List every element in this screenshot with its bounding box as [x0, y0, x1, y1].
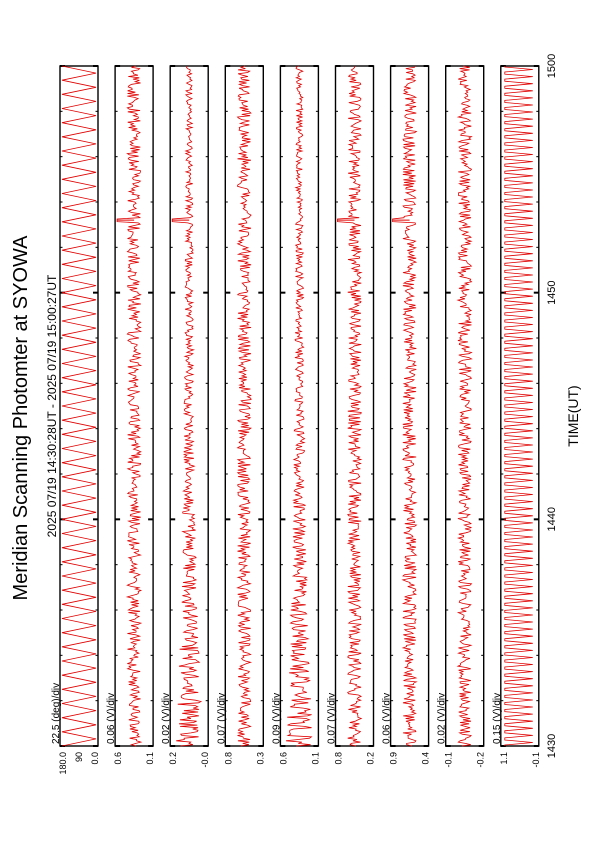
- panel-frame: [389, 65, 430, 747]
- panel-6: 0.8 0.2 0.07 (V)/div: [327, 65, 376, 765]
- panel-frame: [169, 65, 209, 747]
- y-tick-label: 0.8: [223, 752, 233, 765]
- y-tick-label: -0.0: [200, 752, 210, 768]
- y-tick-label: 0.1: [145, 752, 155, 765]
- y-tick-label: 0.3: [255, 752, 265, 765]
- y-tick-label: 0.4: [421, 752, 431, 765]
- panel-9: 1.1 -0.1 0.15 (V)/div: [492, 65, 541, 768]
- y-tick-label: 0.9: [389, 752, 399, 765]
- panel-4: 0.8 0.3 0.07 (V)/div: [216, 65, 265, 765]
- x-tick-label: 1450: [546, 280, 558, 304]
- y-tick-label: -0.1: [444, 752, 454, 768]
- panels-group: 180.0 90 0.0 22.5 (deg)/div 0.6 0.1 0.06 (V)/d…: [51, 65, 541, 775]
- panel-3: 0.2 -0.0 0.02 (V)/div: [161, 65, 210, 768]
- data-trace: [504, 66, 533, 746]
- scale-label: 0.15 (V)/div: [492, 693, 503, 744]
- panel-7: 0.9 0.4 0.06 (V)/div: [382, 65, 431, 765]
- panel-frame: [114, 65, 154, 747]
- scale-label: 0.07 (V)/div: [327, 693, 338, 744]
- y-tick-label: 90: [74, 752, 84, 762]
- panel-2: 0.6 0.1 0.06 (V)/div: [106, 65, 155, 765]
- x-tick-label: 1430: [546, 734, 558, 758]
- y-tick-label: 0.0: [90, 752, 100, 765]
- scale-label: 22.5 (deg)/div: [51, 683, 62, 744]
- panel-frame: [500, 65, 540, 747]
- y-tick-label: 0.2: [366, 752, 376, 765]
- chart-title: Meridian Scanning Photomter at SYOWA: [10, 235, 32, 601]
- panel-8: -0.1 -0.2 0.02 (V)/div: [437, 65, 486, 768]
- y-tick-label: 0.6: [278, 752, 288, 765]
- x-axis-label: TIME(UT): [565, 385, 581, 446]
- data-trace: [61, 65, 97, 747]
- scale-label: 0.06 (V)/div: [382, 693, 393, 744]
- scale-label: 0.02 (V)/div: [437, 693, 448, 744]
- data-trace: [116, 65, 143, 747]
- y-tick-label: 180.0: [58, 752, 68, 775]
- panel-frame: [59, 65, 99, 747]
- x-tick-labels: 1430 1440 1450 1500: [546, 54, 558, 758]
- time-range-label: 2025 07/19 14:30:28UT - 2025 07/19 15:00…: [45, 274, 59, 537]
- panel-5: 0.6 0.1 0.09 (V)/div: [271, 65, 320, 765]
- data-trace: [236, 65, 253, 747]
- y-tick-label: -0.1: [531, 752, 541, 768]
- panel-1: 180.0 90 0.0 22.5 (deg)/div: [51, 65, 100, 775]
- y-tick-label: 0.6: [113, 752, 123, 765]
- data-trace: [285, 65, 313, 747]
- scale-label: 0.07 (V)/div: [216, 693, 227, 744]
- scale-label: 0.02 (V)/div: [161, 693, 172, 744]
- panel-frame: [279, 65, 320, 747]
- scale-label: 0.09 (V)/div: [271, 693, 282, 744]
- y-tick-label: 0.2: [168, 752, 178, 765]
- data-trace: [337, 65, 363, 747]
- y-tick-label: -0.2: [476, 752, 486, 768]
- scale-label: 0.06 (V)/div: [106, 693, 117, 744]
- panel-frame: [224, 65, 265, 747]
- data-trace: [392, 65, 418, 747]
- data-trace: [171, 65, 203, 747]
- x-tick-label: 1440: [546, 507, 558, 531]
- y-tick-label: 0.1: [310, 752, 320, 765]
- x-tick-label: 1500: [546, 54, 558, 78]
- y-tick-label: 0.8: [334, 752, 344, 765]
- y-tick-label: 1.1: [499, 752, 509, 765]
- data-trace: [456, 65, 473, 747]
